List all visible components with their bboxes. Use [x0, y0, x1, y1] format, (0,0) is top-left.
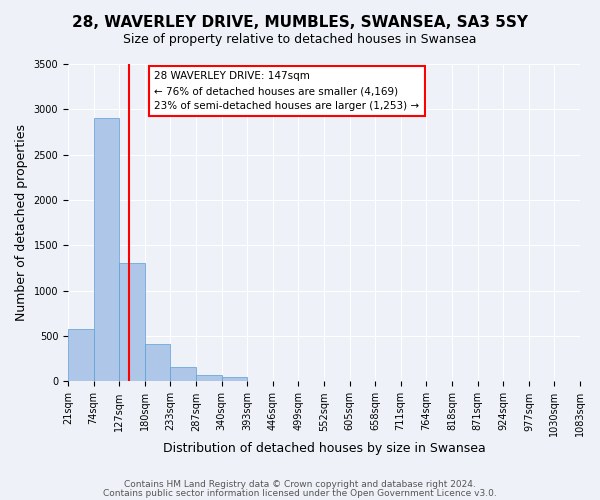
Text: Contains public sector information licensed under the Open Government Licence v3: Contains public sector information licen… [103, 488, 497, 498]
Text: Contains HM Land Registry data © Crown copyright and database right 2024.: Contains HM Land Registry data © Crown c… [124, 480, 476, 489]
Text: 28, WAVERLEY DRIVE, MUMBLES, SWANSEA, SA3 5SY: 28, WAVERLEY DRIVE, MUMBLES, SWANSEA, SA… [72, 15, 528, 30]
Bar [68, 329, 94, 382]
Y-axis label: Number of detached properties: Number of detached properties [15, 124, 28, 321]
Bar [94, 118, 119, 382]
Bar [170, 366, 196, 382]
Text: Size of property relative to detached houses in Swansea: Size of property relative to detached ho… [123, 32, 477, 46]
Bar [222, 377, 247, 382]
Bar [196, 374, 222, 382]
Text: 28 WAVERLEY DRIVE: 147sqm
← 76% of detached houses are smaller (4,169)
23% of se: 28 WAVERLEY DRIVE: 147sqm ← 76% of detac… [154, 72, 419, 111]
Bar [119, 262, 145, 382]
X-axis label: Distribution of detached houses by size in Swansea: Distribution of detached houses by size … [163, 442, 485, 455]
Bar [145, 344, 170, 382]
